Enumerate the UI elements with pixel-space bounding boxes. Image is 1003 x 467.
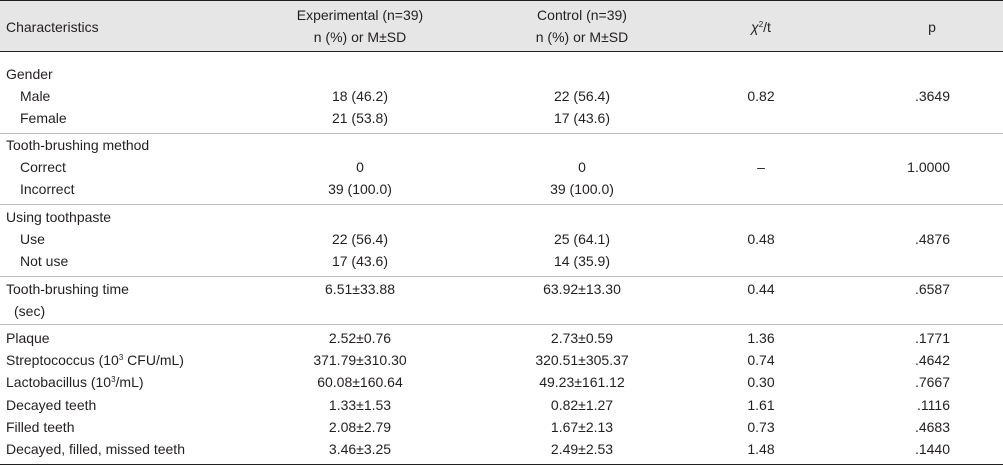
plaque-p-value: .1771 <box>914 330 950 346</box>
separator-line <box>0 276 1003 277</box>
brushing-time-experimental: 6.51±33.88 <box>325 281 395 297</box>
plaque-control: 2.73±0.59 <box>550 330 614 346</box>
correct-control: 0 <box>578 159 586 175</box>
table-bottom-border <box>0 464 1003 465</box>
row-label-dmft: Decayed, filled, missed teeth <box>6 441 185 457</box>
row-label-correct: Correct <box>20 159 66 175</box>
chi-superscript: 2 <box>758 20 764 29</box>
row-label-plaque: Plaque <box>6 330 50 346</box>
decayed-statistic: 1.61 <box>747 397 775 413</box>
separator-line <box>0 133 1003 134</box>
row-label-male: Male <box>20 88 51 104</box>
female-experimental: 21 (53.8) <box>331 110 389 126</box>
header-control-sub: n (%) or M±SD <box>535 29 629 45</box>
group-title-brushing-method: Tooth-brushing method <box>6 137 150 153</box>
strep-experimental: 371.79±310.30 <box>313 352 407 368</box>
filled-experimental: 2.08±2.79 <box>328 419 392 435</box>
filled-control: 1.67±2.13 <box>550 419 614 435</box>
row-label-incorrect: Incorrect <box>20 181 75 197</box>
brushing-time-p-value: .6587 <box>914 281 950 297</box>
use-control: 25 (64.1) <box>553 231 611 247</box>
use-experimental: 22 (56.4) <box>331 231 389 247</box>
incorrect-experimental: 39 (100.0) <box>328 181 392 197</box>
strep-label-sup: 3 <box>118 353 124 362</box>
toothpaste-p-value: .4876 <box>914 231 950 247</box>
brushing-method-statistic: – <box>757 159 765 175</box>
row-label-decayed: Decayed teeth <box>6 397 97 413</box>
strep-p-value: .4642 <box>914 352 950 368</box>
brushing-method-p-value: 1.0000 <box>907 159 950 175</box>
group-title-gender: Gender <box>6 66 53 82</box>
lacto-control: 49.23±161.12 <box>539 374 625 390</box>
chi-symbol: χ <box>751 19 759 35</box>
header-p: p <box>928 19 936 35</box>
row-label-female: Female <box>20 110 67 126</box>
header-chi-t: χ2/t <box>725 16 797 38</box>
group-title-toothpaste: Using toothpaste <box>6 209 112 225</box>
header-experimental: Experimental (n=39) <box>296 7 424 23</box>
decayed-p-value: .1116 <box>917 397 950 413</box>
gender-statistic: 0.82 <box>747 88 775 104</box>
plaque-experimental: 2.52±0.76 <box>328 330 392 346</box>
correct-experimental: 0 <box>356 159 364 175</box>
decayed-control: 0.82±1.27 <box>550 397 614 413</box>
row-label-brushing-time-unit: (sec) <box>14 303 46 319</box>
plaque-statistic: 1.36 <box>747 330 775 346</box>
chi-suffix: /t <box>763 19 771 35</box>
row-label-brushing-time: Tooth-brushing time <box>6 281 129 297</box>
lacto-label-unit: /mL) <box>115 374 144 390</box>
lacto-label-sup: 3 <box>111 375 116 384</box>
not-use-experimental: 17 (43.6) <box>331 253 389 269</box>
separator-line <box>0 204 1003 205</box>
incorrect-control: 39 (100.0) <box>550 181 614 197</box>
brushing-time-control: 63.92±13.30 <box>543 281 621 297</box>
strep-label-text: Streptococcus (10 <box>6 352 119 368</box>
row-label-filled: Filled teeth <box>6 419 75 435</box>
dmft-experimental: 3.46±3.25 <box>328 441 392 457</box>
toothpaste-statistic: 0.48 <box>747 231 775 247</box>
strep-statistic: 0.74 <box>747 352 775 368</box>
dmft-p-value: .1440 <box>914 441 950 457</box>
table-header <box>0 0 1003 52</box>
decayed-experimental: 1.33±1.53 <box>328 397 392 413</box>
dmft-control: 2.49±2.53 <box>550 441 614 457</box>
filled-statistic: 0.73 <box>747 419 775 435</box>
strep-label-unit: CFU/mL) <box>123 352 184 368</box>
separator-line <box>0 324 1003 325</box>
dmft-statistic: 1.48 <box>747 441 775 457</box>
row-label-not-use: Not use <box>20 253 69 269</box>
male-experimental: 18 (46.2) <box>331 88 389 104</box>
lacto-label-text: Lactobacillus (10 <box>6 374 112 390</box>
not-use-control: 14 (35.9) <box>553 253 611 269</box>
brushing-time-statistic: 0.44 <box>747 281 775 297</box>
gender-p-value: .3649 <box>914 88 950 104</box>
row-label-lactobacillus: Lactobacillus (103/mL) <box>6 371 144 393</box>
header-experimental-sub: n (%) or M±SD <box>313 29 407 45</box>
row-label-streptococcus: Streptococcus (103 CFU/mL) <box>6 349 184 371</box>
header-characteristics: Characteristics <box>6 19 99 35</box>
filled-p-value: .4683 <box>914 419 950 435</box>
row-label-use: Use <box>20 231 45 247</box>
female-control: 17 (43.6) <box>553 110 611 126</box>
header-control: Control (n=39) <box>537 7 627 23</box>
male-control: 22 (56.4) <box>553 88 611 104</box>
lacto-experimental: 60.08±160.64 <box>317 374 403 390</box>
strep-control: 320.51±305.37 <box>535 352 629 368</box>
lacto-statistic: 0.30 <box>747 374 775 390</box>
lacto-p-value: .7667 <box>914 374 950 390</box>
